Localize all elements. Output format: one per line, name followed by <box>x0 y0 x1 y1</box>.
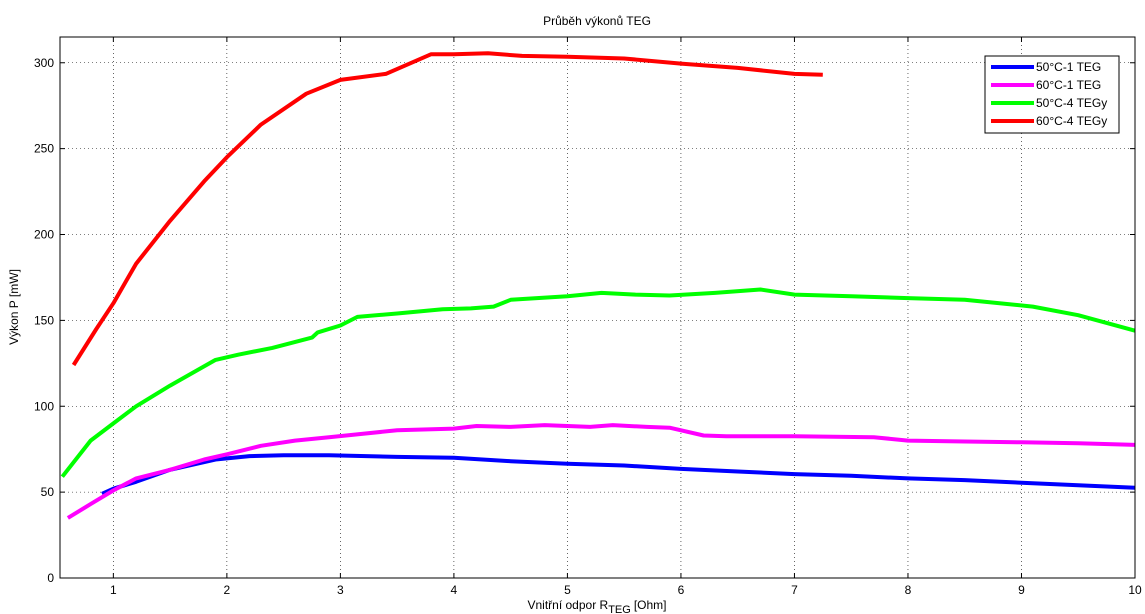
series-line-2 <box>66 423 1136 520</box>
x-axis-label-subscript: TEG <box>608 604 631 614</box>
y-tick-labels: 0 50 100 150 200 250 300 <box>34 56 54 585</box>
x-tick-label: 1 <box>110 583 117 597</box>
x-tick-label: 2 <box>224 583 231 597</box>
y-tick-label: 0 <box>47 571 54 585</box>
plot-area-frame <box>59 36 1136 579</box>
legend-label: 50°C-4 TEGy <box>1036 96 1107 110</box>
x-axis-label-main: Vnitřní odpor R <box>527 598 608 612</box>
legend-label: 60°C-4 TEGy <box>1036 114 1107 128</box>
x-tick-labels: 1 2 3 4 5 6 7 8 9 10 <box>110 583 1142 597</box>
legend-label: 60°C-1 TEG <box>1036 78 1101 92</box>
grid-lines <box>60 37 1136 579</box>
series-line-4 <box>71 51 823 367</box>
y-tick-label: 250 <box>34 142 54 156</box>
series-line-3 <box>60 287 1136 478</box>
y-tick-label: 100 <box>34 399 54 413</box>
x-tick-label: 9 <box>1018 583 1025 597</box>
x-axis-label-unit: [Ohm] <box>634 598 667 612</box>
x-tick-label: 5 <box>564 583 571 597</box>
y-tick-label: 200 <box>34 228 54 242</box>
y-tick-label: 300 <box>34 56 54 70</box>
y-axis-label: Výkon P [mW] <box>7 269 21 345</box>
x-tick-label: 8 <box>905 583 912 597</box>
x-tick-label: 7 <box>791 583 798 597</box>
x-tick-label: 10 <box>1128 583 1142 597</box>
x-tick-label: 3 <box>337 583 344 597</box>
chart-title: Průběh výkonů TEG <box>543 14 651 28</box>
tick-marks <box>60 37 1136 579</box>
legend-label: 50°C-1 TEG <box>1036 60 1101 74</box>
x-axis-label: Vnitřní odpor RTEG [Ohm] <box>527 598 666 614</box>
series-line-1 <box>101 453 1136 496</box>
data-series <box>60 51 1136 520</box>
y-tick-label: 50 <box>41 485 55 499</box>
legend: 50°C-1 TEG 60°C-1 TEG 50°C-4 TEGy 60°C-4 TE… <box>984 55 1120 134</box>
y-tick-label: 150 <box>34 313 54 327</box>
x-tick-label: 4 <box>451 583 458 597</box>
x-tick-label: 6 <box>678 583 685 597</box>
